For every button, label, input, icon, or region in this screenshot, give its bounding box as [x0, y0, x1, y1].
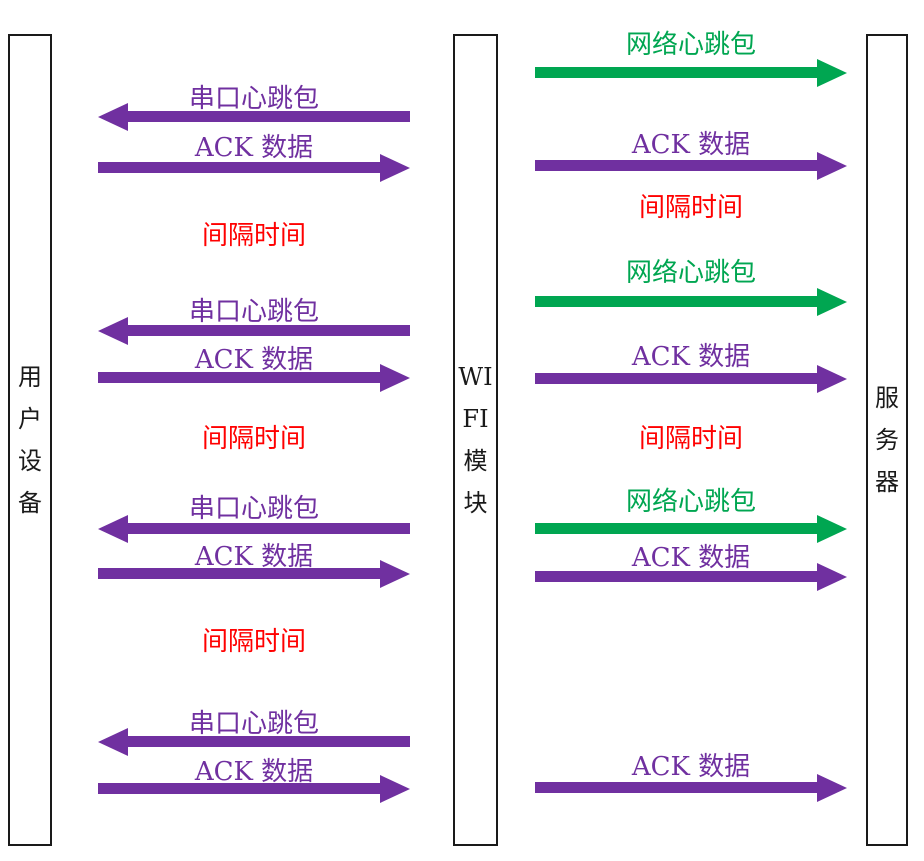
entity-label-line: 器 [875, 468, 899, 496]
serial-heartbeat-label: 串口心跳包 [188, 84, 319, 114]
arrow-shaft [535, 296, 825, 307]
ack-arrow-right-icon [98, 154, 410, 182]
serial-heartbeat-arrow-left-icon [98, 515, 410, 543]
arrowhead-icon [817, 365, 847, 393]
serial-heartbeat-label: 串口心跳包 [188, 709, 319, 739]
arrowhead-icon [380, 364, 410, 392]
arrowhead-icon [98, 317, 128, 345]
entity-label-line: 备 [18, 489, 42, 517]
arrowhead-icon [98, 515, 128, 543]
arrowhead-icon [380, 154, 410, 182]
serial-heartbeat-arrow-left-icon [98, 728, 410, 756]
entity-label-line: 模 [463, 447, 488, 475]
arrow-shaft [535, 373, 825, 384]
entity-label-line: 务 [875, 426, 899, 454]
ack-arrow-right-icon [98, 364, 410, 392]
arrow-shaft [98, 372, 388, 383]
entity-user-device: 用户设备 [8, 34, 52, 846]
interval-label: 间隔时间 [201, 221, 306, 251]
ack-label: ACK 数据 [631, 130, 751, 160]
arrowhead-icon [380, 775, 410, 803]
entity-label-line: 设 [18, 447, 42, 475]
lane-device-module: 串口心跳包 ACK 数据 间隔时间 串口心跳包 ACK 数据 间隔时间 串口心跳包 ACK 数… [98, 0, 410, 861]
serial-heartbeat-label: 串口心跳包 [188, 494, 319, 524]
entity-label-line: 服 [875, 384, 899, 412]
interval-label: 间隔时间 [201, 424, 306, 454]
arrowhead-icon [380, 560, 410, 588]
arrowhead-icon [817, 515, 847, 543]
serial-heartbeat-arrow-left-icon [98, 103, 410, 131]
interval-label: 间隔时间 [638, 424, 743, 454]
ack-arrow-right-icon [98, 775, 410, 803]
interval-label: 间隔时间 [201, 627, 306, 657]
ack-label: ACK 数据 [194, 757, 314, 787]
network-heartbeat-label: 网络心跳包 [625, 258, 756, 288]
arrow-shaft [535, 571, 825, 582]
arrowhead-icon [817, 774, 847, 802]
arrow-shaft [120, 736, 410, 747]
arrow-shaft [98, 568, 388, 579]
ack-arrow-right-icon [98, 560, 410, 588]
network-heartbeat-arrow-right-icon [535, 288, 847, 316]
entity-label-line: 块 [463, 489, 488, 517]
arrow-shaft [98, 162, 388, 173]
network-heartbeat-label: 网络心跳包 [625, 487, 756, 517]
arrow-shaft [120, 325, 410, 336]
arrow-shaft [535, 523, 825, 534]
entity-server: 服务器 [866, 34, 908, 846]
arrowhead-icon [817, 563, 847, 591]
ack-arrow-right-icon [535, 152, 847, 180]
ack-label: ACK 数据 [194, 133, 314, 163]
arrowhead-icon [98, 728, 128, 756]
network-heartbeat-arrow-right-icon [535, 59, 847, 87]
entity-label-line: WI [458, 363, 493, 391]
lane-module-server: 网络心跳包 ACK 数据 间隔时间 网络心跳包 ACK 数据 间隔时间 网络心跳包 ACK 数… [535, 0, 847, 861]
arrow-shaft [535, 160, 825, 171]
ack-arrow-right-icon [535, 774, 847, 802]
network-heartbeat-label: 网络心跳包 [625, 30, 756, 60]
ack-label: ACK 数据 [194, 345, 314, 375]
arrowhead-icon [98, 103, 128, 131]
arrow-shaft [535, 782, 825, 793]
ack-label: ACK 数据 [631, 342, 751, 372]
ack-label: ACK 数据 [631, 752, 751, 782]
arrow-shaft [120, 523, 410, 534]
serial-heartbeat-label: 串口心跳包 [188, 297, 319, 327]
ack-arrow-right-icon [535, 563, 847, 591]
ack-label: ACK 数据 [631, 543, 751, 573]
arrowhead-icon [817, 288, 847, 316]
entity-wifi-module: WI FI 模块 [453, 34, 498, 846]
arrow-shaft [535, 67, 825, 78]
interval-label: 间隔时间 [638, 193, 743, 223]
entity-label-line: FI [462, 405, 489, 433]
serial-heartbeat-arrow-left-icon [98, 317, 410, 345]
entity-label-line: 户 [18, 405, 42, 433]
ack-label: ACK 数据 [194, 542, 314, 572]
network-heartbeat-arrow-right-icon [535, 515, 847, 543]
arrow-shaft [120, 111, 410, 122]
arrowhead-icon [817, 59, 847, 87]
arrow-shaft [98, 783, 388, 794]
entity-label-line: 用 [18, 363, 42, 391]
arrowhead-icon [817, 152, 847, 180]
ack-arrow-right-icon [535, 365, 847, 393]
